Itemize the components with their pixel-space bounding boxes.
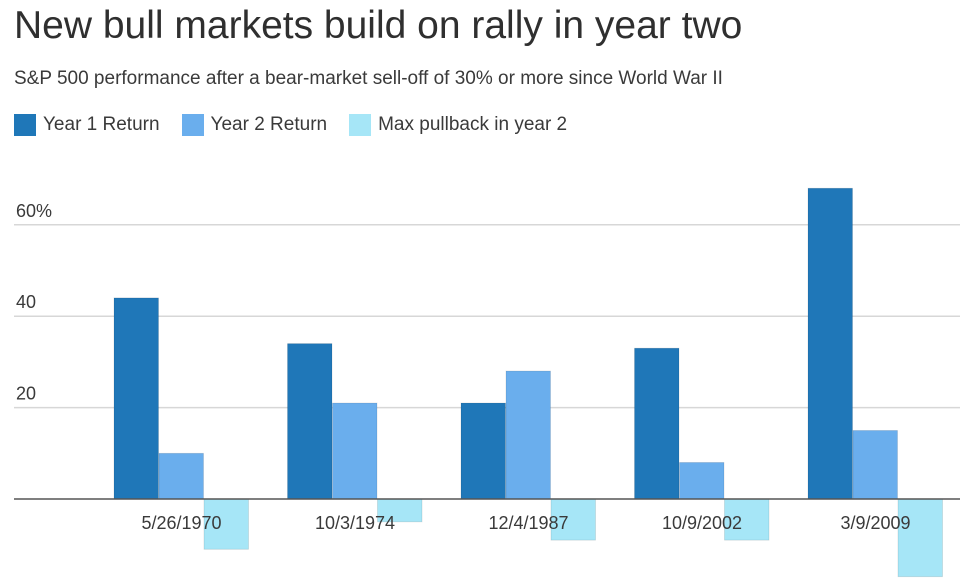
- bar-max-pullback-in-year-2-4: [897, 498, 943, 578]
- y-tick-label: 20: [16, 384, 36, 404]
- legend-item-year1: Year 1 Return: [14, 114, 160, 136]
- bar-year-2-return-1: [332, 402, 378, 500]
- chart-title: New bull markets build on rally in year …: [14, 4, 743, 47]
- bar-year-2-return-4: [852, 430, 898, 500]
- legend-swatch-year1: [14, 114, 36, 136]
- chart-subtitle: S&P 500 performance after a bear-market …: [14, 68, 723, 89]
- x-tick-label: 10/3/1974: [315, 513, 395, 533]
- legend-swatch-year2: [181, 114, 204, 136]
- bar-year-1-return-4: [807, 187, 853, 500]
- legend-item-pullback: Max pullback in year 2: [349, 114, 567, 136]
- legend-swatch-pullback: [349, 114, 372, 136]
- bar-year-2-return-2: [505, 370, 551, 500]
- x-tick-label: 5/26/1970: [141, 513, 221, 533]
- bar-year-1-return-3: [634, 347, 680, 500]
- x-tick-label: 10/9/2002: [662, 513, 742, 533]
- y-tick-label: 60%: [16, 201, 52, 221]
- bar-year-1-return-0: [113, 297, 159, 500]
- legend: Year 1 Return Year 2 Return Max pullback…: [14, 114, 589, 136]
- legend-label-year2: Year 2 Return: [210, 114, 328, 135]
- x-tick-label: 12/4/1987: [488, 513, 568, 533]
- bar-year-2-return-0: [158, 452, 204, 500]
- bar-year-1-return-1: [287, 343, 333, 500]
- legend-label-pullback: Max pullback in year 2: [378, 114, 568, 135]
- bar-year-2-return-3: [679, 462, 725, 500]
- legend-label-year1: Year 1 Return: [43, 114, 160, 135]
- y-tick-label: 40: [16, 292, 36, 312]
- bar-year-1-return-2: [460, 402, 506, 500]
- legend-item-year2: Year 2 Return: [181, 114, 328, 136]
- x-tick-label: 3/9/2009: [840, 513, 910, 533]
- bar-max-pullback-in-year-2-3: [724, 498, 770, 541]
